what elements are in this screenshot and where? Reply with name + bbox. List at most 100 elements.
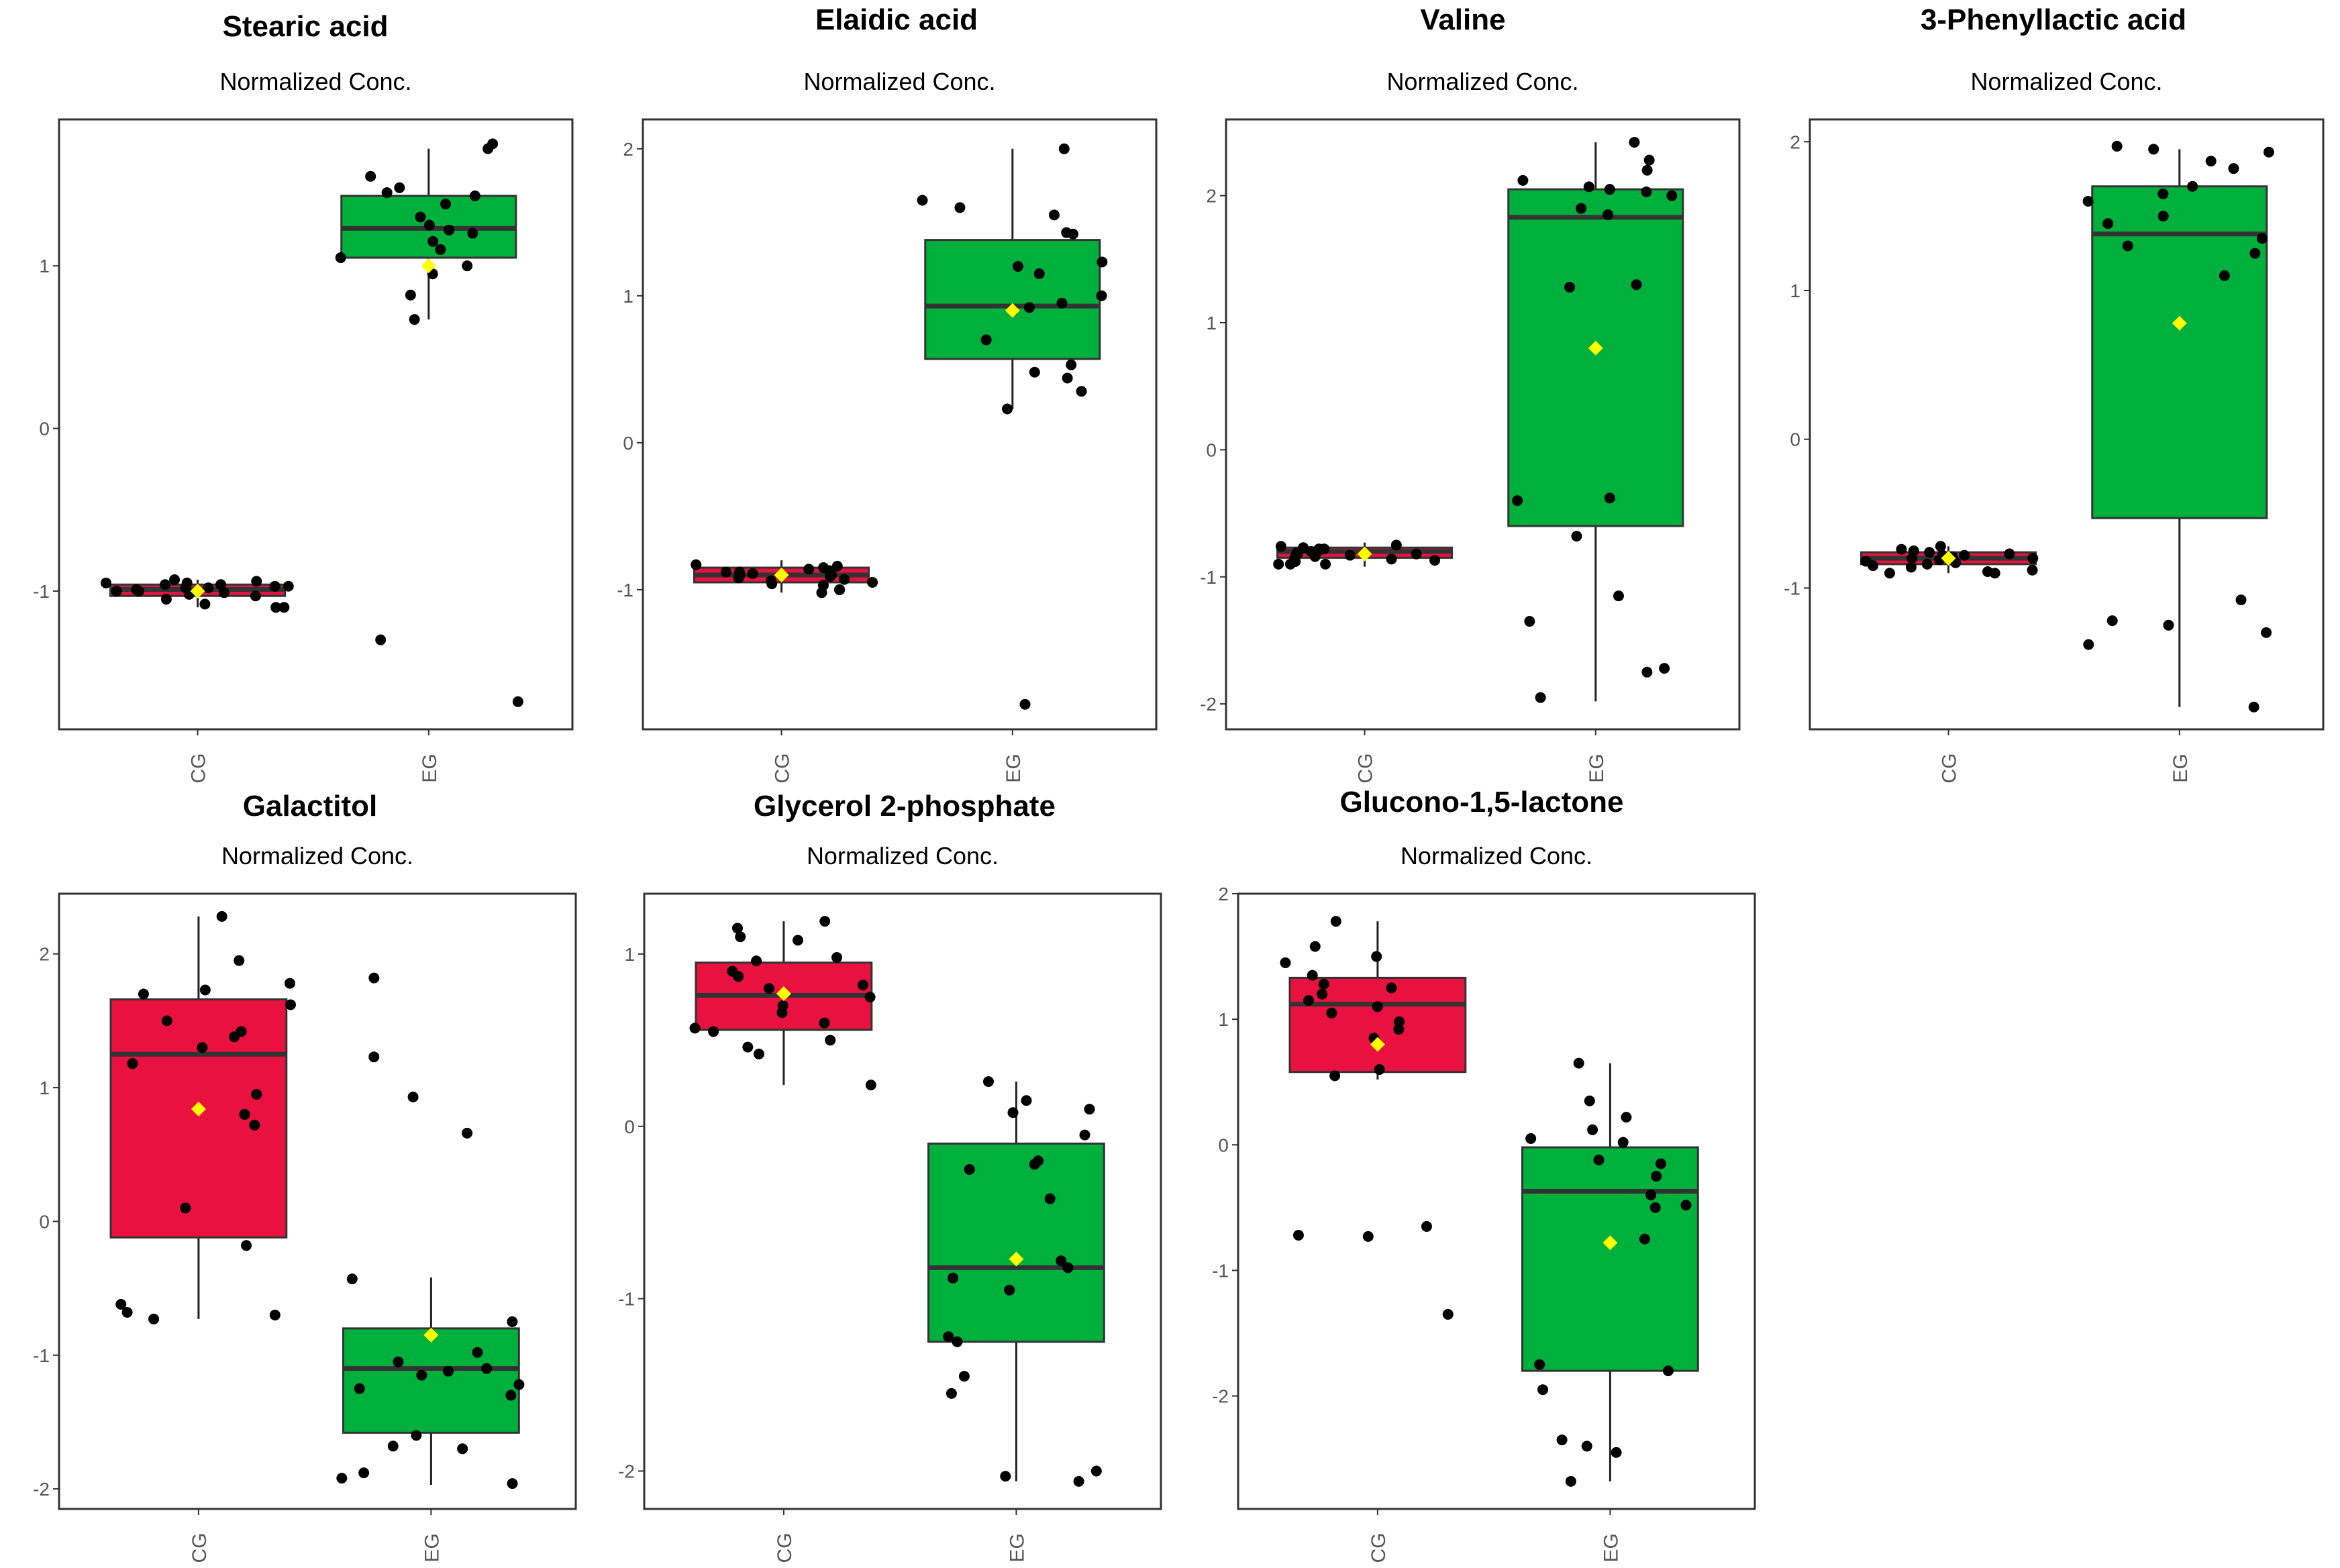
y-tick-label: 0 xyxy=(1790,429,1800,450)
data-point xyxy=(218,587,230,598)
data-point xyxy=(766,575,777,586)
data-point xyxy=(407,1092,419,1103)
data-point xyxy=(249,1119,260,1131)
y-tick-label: -1 xyxy=(618,1289,635,1310)
data-point xyxy=(100,577,111,588)
data-point xyxy=(1096,290,1107,301)
data-point xyxy=(1959,550,1970,561)
data-point xyxy=(1084,1104,1095,1115)
data-point xyxy=(1056,1255,1067,1267)
data-point xyxy=(1934,554,1945,566)
y-tick-label: -2 xyxy=(33,1479,50,1500)
y-tick-label: 2 xyxy=(623,139,633,160)
data-point xyxy=(180,582,191,594)
data-point xyxy=(1896,543,1907,555)
data-point xyxy=(943,1331,954,1343)
data-point xyxy=(1329,1070,1341,1082)
data-point xyxy=(487,138,499,150)
y-tick-label: -1 xyxy=(33,1345,50,1366)
data-point xyxy=(513,1379,525,1390)
data-point xyxy=(469,190,480,201)
data-point xyxy=(354,1383,365,1394)
data-point xyxy=(751,955,762,967)
data-point xyxy=(1643,154,1655,166)
data-point xyxy=(952,1336,963,1347)
data-point xyxy=(2249,248,2261,259)
data-point xyxy=(335,252,346,264)
data-point xyxy=(1564,281,1576,293)
data-point xyxy=(472,1347,483,1358)
x-tick-label: CG xyxy=(188,753,210,784)
data-point xyxy=(1924,547,1935,558)
data-point xyxy=(1982,566,1993,577)
data-point xyxy=(1374,1064,1385,1075)
data-point xyxy=(1056,297,1068,309)
data-point xyxy=(1317,988,1328,1000)
chart-subtitle: Normalized Conc. xyxy=(219,68,411,95)
data-point xyxy=(1593,1154,1605,1165)
data-point xyxy=(734,570,746,581)
chart-title: 3-Phenyllactic acid xyxy=(1921,3,2186,36)
plot-frame xyxy=(1809,118,2325,731)
data-point xyxy=(1061,227,1072,238)
data-point xyxy=(409,314,420,325)
data-point xyxy=(160,579,171,590)
data-point xyxy=(1019,698,1031,710)
data-point xyxy=(1298,542,1309,554)
data-point xyxy=(2106,615,2118,627)
data-point xyxy=(819,1017,830,1029)
data-point xyxy=(1029,366,1040,378)
data-point xyxy=(462,1127,473,1139)
data-point xyxy=(834,584,846,595)
data-point xyxy=(1565,1475,1576,1487)
data-point xyxy=(735,931,746,943)
mean-marker xyxy=(423,1327,439,1343)
data-point xyxy=(1604,184,1615,195)
data-point xyxy=(817,580,829,591)
data-point xyxy=(1411,548,1422,560)
data-point xyxy=(1033,268,1045,279)
data-point xyxy=(2263,146,2274,158)
chart-panel: Glucono-1,5-lactone Normalized Conc. -2 -1 0… xyxy=(1212,786,1756,1563)
data-point xyxy=(1680,1200,1692,1211)
x-tick-label: CG xyxy=(774,1533,796,1563)
data-point xyxy=(2187,180,2198,192)
data-point xyxy=(1662,1365,1674,1377)
data-point xyxy=(1000,1471,1011,1482)
data-point xyxy=(1603,209,1614,221)
data-point xyxy=(2082,195,2094,207)
y-tick-label: -2 xyxy=(618,1461,635,1481)
x-tick-label: EG xyxy=(1006,1533,1028,1562)
data-point xyxy=(1908,545,1919,556)
data-point xyxy=(180,1202,191,1214)
y-tick-label: -1 xyxy=(1784,578,1800,598)
data-point xyxy=(1090,1465,1102,1477)
data-point xyxy=(1659,663,1670,674)
chart-title: Elaidic acid xyxy=(815,3,978,36)
data-point xyxy=(1330,916,1341,927)
data-point xyxy=(215,579,226,590)
data-point xyxy=(2102,218,2114,229)
data-point xyxy=(2157,188,2169,199)
data-point xyxy=(2027,553,2039,564)
data-point xyxy=(1604,492,1615,504)
mean-marker xyxy=(1357,546,1372,562)
data-point xyxy=(839,574,850,585)
x-tick-label: EG xyxy=(419,753,441,782)
data-point xyxy=(1012,261,1023,272)
data-point xyxy=(368,972,380,984)
chart-title: Glycerol 2-phosphate xyxy=(754,790,1056,823)
data-point xyxy=(507,1316,518,1327)
chart-subtitle: Normalized Conc. xyxy=(1401,842,1592,870)
data-point xyxy=(199,598,211,610)
data-point xyxy=(2027,564,2038,576)
data-point xyxy=(1393,1024,1405,1035)
mean-marker xyxy=(1009,1251,1024,1267)
data-point xyxy=(1058,143,1070,154)
data-point xyxy=(1583,181,1594,193)
data-point xyxy=(251,1089,262,1100)
mean-marker xyxy=(421,258,436,274)
data-point xyxy=(1581,1441,1592,1452)
data-point xyxy=(831,560,843,572)
x-tick-label: CG xyxy=(189,1533,211,1563)
